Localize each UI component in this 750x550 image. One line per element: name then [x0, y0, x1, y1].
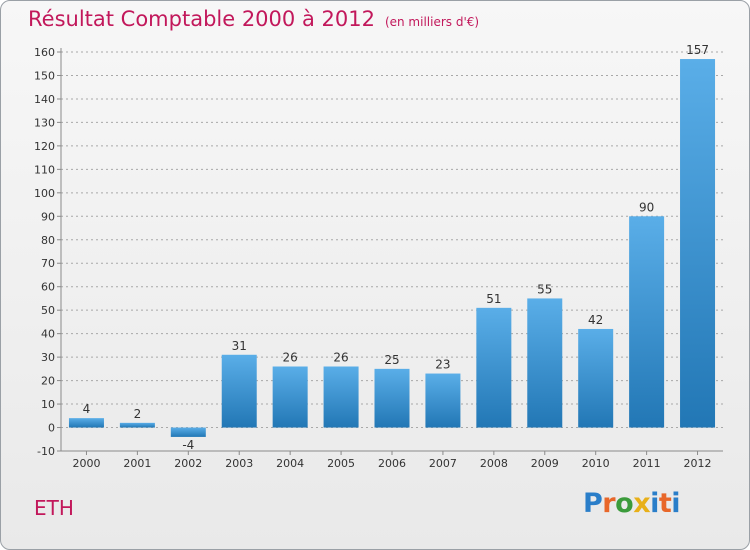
title-main: Résultat Comptable 2000 à 2012	[28, 7, 375, 31]
x-tick-label-2007: 2007	[429, 457, 457, 470]
title-unit: (en milliers d'€)	[384, 15, 480, 29]
x-tick-label-2001: 2001	[123, 457, 151, 470]
logo-letter: t	[658, 488, 672, 519]
y-tick-label: 60	[41, 281, 55, 294]
value-label-2006: 25	[384, 353, 399, 367]
x-tick-label-2003: 2003	[225, 457, 253, 470]
value-label-2008: 51	[486, 292, 501, 306]
value-label-2012: 157	[686, 43, 709, 57]
logo-letter: x	[633, 488, 651, 519]
location-label: ETH	[34, 496, 74, 520]
x-tick-label-2012: 2012	[684, 457, 712, 470]
value-label-2004: 26	[283, 351, 298, 365]
value-label-2010: 42	[588, 313, 603, 327]
y-tick-label: -10	[37, 445, 55, 458]
bar-2003	[221, 354, 257, 428]
y-tick-label: 10	[41, 398, 55, 411]
y-tick-label: 110	[34, 163, 55, 176]
bar-2009	[527, 298, 563, 428]
bar-2010	[578, 328, 614, 428]
y-tick-label: 160	[34, 46, 55, 59]
value-label-2007: 23	[435, 358, 450, 372]
value-label-2011: 90	[639, 200, 654, 214]
logo-letter: i	[671, 488, 681, 519]
y-tick-label: 140	[34, 93, 55, 106]
logo-letter: P	[583, 488, 603, 519]
y-tick-label: 70	[41, 257, 55, 270]
bar-2002	[170, 427, 206, 437]
bars	[68, 59, 716, 437]
y-tick-label: 0	[48, 422, 55, 435]
logo-letter: o	[615, 488, 634, 519]
value-label-2000: 4	[83, 402, 91, 416]
y-tick-label: 40	[41, 328, 55, 341]
axes	[57, 48, 723, 455]
x-tick-label-2005: 2005	[327, 457, 355, 470]
x-tick-label-2006: 2006	[378, 457, 406, 470]
y-tick-label: 90	[41, 210, 55, 223]
x-tick-label-2009: 2009	[531, 457, 559, 470]
bar-2008	[476, 307, 512, 428]
x-tick-label-2010: 2010	[582, 457, 610, 470]
y-tick-label: 130	[34, 116, 55, 129]
bar-2000	[68, 418, 104, 428]
bar-2007	[425, 373, 461, 428]
value-label-2003: 31	[232, 339, 247, 353]
bar-2004	[272, 366, 308, 428]
x-tick-label-2008: 2008	[480, 457, 508, 470]
y-tick-label: 50	[41, 304, 55, 317]
bar-2006	[374, 368, 410, 428]
value-label-2009: 55	[537, 282, 552, 296]
y-tick-label: 150	[34, 69, 55, 82]
chart-title: Résultat Comptable 2000 à 2012 (en millie…	[28, 7, 479, 31]
logo-letter: i	[650, 488, 659, 519]
bar-2011	[629, 216, 665, 428]
logo-letter: r	[602, 488, 616, 519]
y-tick-label: 80	[41, 234, 55, 247]
bar-2005	[323, 366, 359, 428]
bar-2001	[119, 422, 155, 428]
proxiti-logo[interactable]: Proxiti	[583, 488, 681, 519]
value-label-2002: -4	[182, 438, 194, 452]
value-label-2005: 26	[333, 351, 348, 365]
y-tick-label: 30	[41, 351, 55, 364]
y-tick-label: 120	[34, 140, 55, 153]
bar-2012	[680, 59, 716, 428]
x-tick-label-2011: 2011	[633, 457, 661, 470]
labels: -10 0 10 20 30 40 50 60 70 80 90 100 110 120 130 140 150…	[34, 43, 712, 470]
y-tick-label: 20	[41, 375, 55, 388]
x-tick-label-2000: 2000	[72, 457, 100, 470]
x-tick-label-2004: 2004	[276, 457, 304, 470]
x-tick-label-2002: 2002	[174, 457, 202, 470]
y-tick-label: 100	[34, 187, 55, 200]
value-label-2001: 2	[134, 407, 142, 421]
